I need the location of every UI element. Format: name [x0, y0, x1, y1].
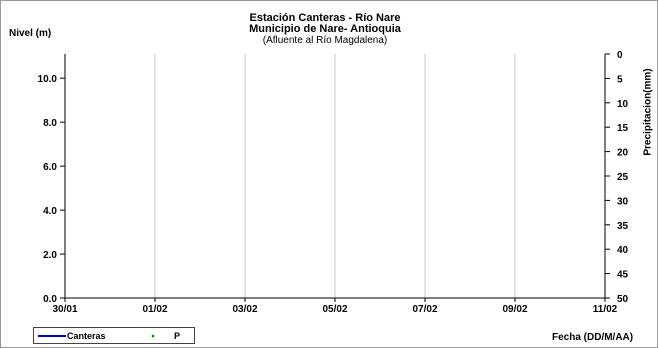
chart-title-line-1: Estación Canteras - Río Nare [249, 12, 401, 24]
legend-label-p: P [174, 331, 181, 341]
y2-tick-label: 45 [617, 270, 629, 281]
legend-swatch-p [151, 334, 155, 338]
y2-tick-label: 35 [617, 221, 629, 232]
legend-swatch-canteras [38, 335, 66, 337]
y-tick-label: 8.0 [43, 118, 57, 129]
y-tick-label: 10.0 [38, 74, 58, 85]
y-tick-label: 2.0 [43, 250, 57, 261]
x-tick-label: 11/02 [593, 304, 618, 315]
y2-tick-label: 25 [617, 172, 629, 183]
y2-tick-label: 0 [617, 50, 623, 61]
y-tick-label: 0.0 [43, 294, 57, 305]
chart-title-line-3: (Afluente al Río Magdalena) [262, 35, 388, 46]
y2-tick-label: 40 [617, 245, 629, 256]
y-tick-label: 6.0 [43, 162, 57, 173]
chart-legend: Canteras P [33, 327, 195, 344]
x-tick-label: 09/02 [502, 304, 527, 315]
y2-tick-label: 15 [617, 123, 629, 134]
chart-title-line-2: Municipio de Nare- Antioquia [249, 23, 401, 35]
legend-label-canteras: Canteras [67, 331, 106, 341]
x-axis-label: Fecha (DD/M/AA) [552, 332, 634, 343]
y2-tick-label: 30 [617, 196, 629, 207]
x-tick-label: 07/02 [412, 304, 437, 315]
y2-tick-label: 5 [617, 74, 623, 85]
y-tick-label: 4.0 [43, 206, 57, 217]
x-tick-label: 01/02 [142, 304, 167, 315]
y2-tick-label: 20 [617, 148, 629, 159]
x-tick-label: 30/01 [52, 304, 77, 315]
y-axis-label: Nivel (m) [9, 28, 52, 39]
x-tick-label: 03/02 [232, 304, 257, 315]
x-tick-label: 05/02 [322, 304, 347, 315]
y2-tick-label: 10 [617, 99, 629, 110]
y2-tick-label: 50 [617, 294, 629, 305]
